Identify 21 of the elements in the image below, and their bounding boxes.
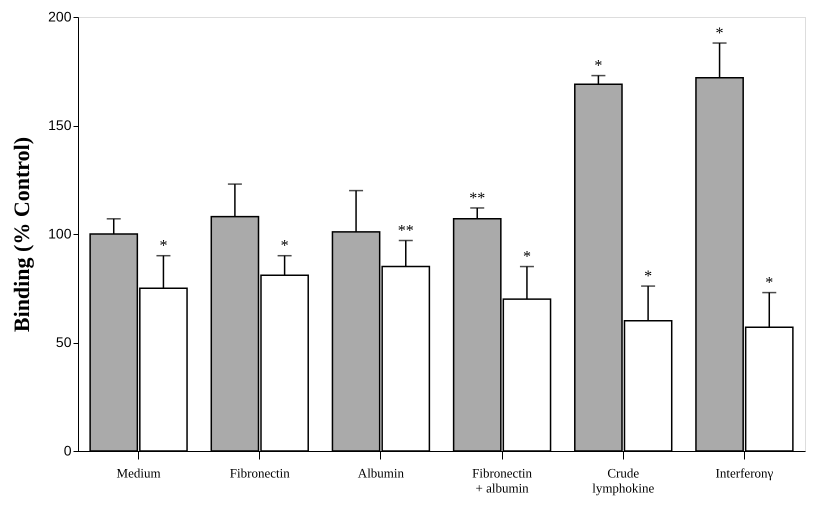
y-tick-label: 100 [48, 226, 72, 242]
annotation: * [644, 268, 652, 286]
annotation: * [522, 248, 531, 266]
annotation: * [280, 238, 289, 255]
x-tick-label: Albumin [358, 466, 405, 480]
annotation: * [594, 58, 602, 75]
y-tick-label: 150 [48, 117, 72, 133]
annotation: ** [469, 190, 486, 207]
y-axis-title: Binding (% Control) [9, 136, 34, 332]
y-tick-label: 50 [56, 334, 72, 350]
annotation: * [765, 274, 774, 292]
annotation: * [159, 238, 168, 255]
x-tick-label: Interferonγ [716, 466, 774, 480]
x-tick-label: Fibronectin [230, 466, 290, 480]
x-tick-label: Fibronectin + albumin [472, 466, 533, 496]
y-tick-label: 0 [64, 442, 72, 458]
y-tick-label: 200 [48, 8, 72, 24]
annotation: * [716, 25, 724, 42]
x-tick-label: Crude lymphokine [592, 466, 655, 496]
x-tick-label: Medium [116, 466, 161, 480]
annotation: ** [398, 222, 414, 240]
